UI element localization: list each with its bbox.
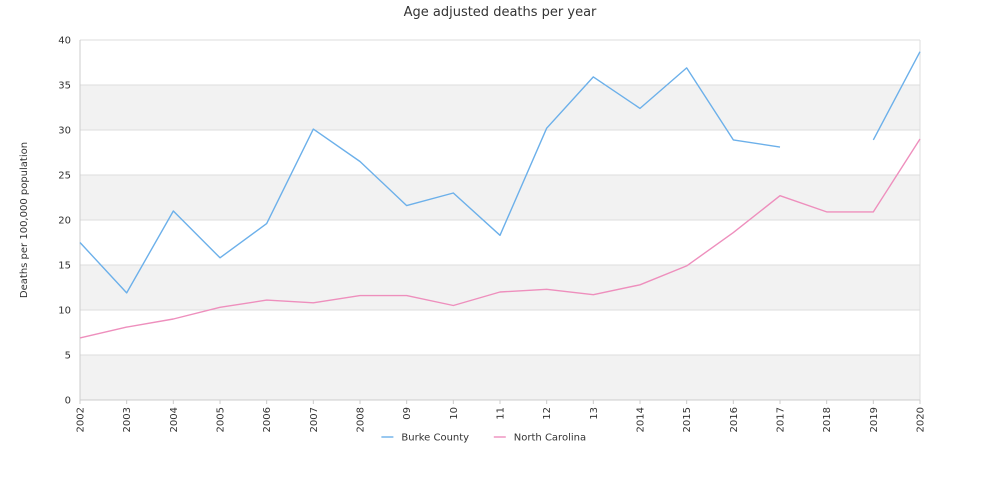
gridlines: [80, 39, 920, 401]
x-tick-label: 11: [496, 407, 507, 420]
grid-band: [80, 85, 920, 130]
x-tick-label: 09: [402, 407, 413, 420]
y-axis-label: Deaths per 100,000 population: [19, 142, 30, 298]
x-tick-label: 2015: [682, 407, 693, 432]
x-axis-ticks: 2002 2003 2004 2005 2006 2007 2008 09 10 11 12 13 20…: [76, 400, 927, 432]
x-tick-label: 2002: [76, 407, 87, 432]
legend-label-burke-county: Burke County: [401, 433, 469, 444]
x-tick-label: 2019: [869, 407, 880, 432]
grid-band: [80, 265, 920, 310]
x-tick-label: 2016: [729, 407, 740, 432]
legend: Burke County North Carolina: [381, 433, 586, 444]
x-tick-label: 2008: [356, 407, 367, 432]
x-tick-label: 2007: [309, 407, 320, 432]
x-tick-label: 2020: [916, 407, 927, 432]
x-tick-label: 2006: [262, 407, 273, 432]
x-tick-label: 10: [449, 407, 460, 420]
y-tick-label: 15: [58, 261, 71, 272]
series-lines: [79, 51, 921, 339]
chart-title: Age adjusted deaths per year: [404, 5, 597, 20]
legend-label-north-carolina: North Carolina: [514, 433, 586, 444]
y-tick-label: 35: [58, 81, 71, 92]
x-tick-label: 12: [542, 407, 553, 420]
series-line-north-carolina: [79, 138, 921, 339]
y-tick-label: 40: [58, 36, 71, 47]
y-axis-ticks: 0 5 10 15 20 25 30 35 40: [58, 36, 71, 407]
x-tick-label: 2014: [636, 407, 647, 432]
x-tick-label: 2004: [169, 407, 180, 432]
x-tick-label: 2018: [822, 407, 833, 432]
y-tick-label: 20: [58, 216, 71, 227]
y-tick-label: 0: [65, 396, 71, 407]
x-tick-label: 2003: [122, 407, 133, 432]
y-tick-label: 25: [58, 171, 71, 182]
y-tick-label: 30: [58, 126, 71, 137]
x-tick-label: 2005: [216, 407, 227, 432]
grid-band: [80, 175, 920, 220]
x-tick-label: 2017: [776, 407, 787, 432]
y-tick-label: 5: [65, 351, 71, 362]
series-line-burke-county: [79, 51, 921, 294]
background-bands: [80, 85, 920, 400]
x-tick-label: 13: [589, 407, 600, 420]
grid-band: [80, 355, 920, 400]
y-tick-label: 10: [58, 306, 71, 317]
